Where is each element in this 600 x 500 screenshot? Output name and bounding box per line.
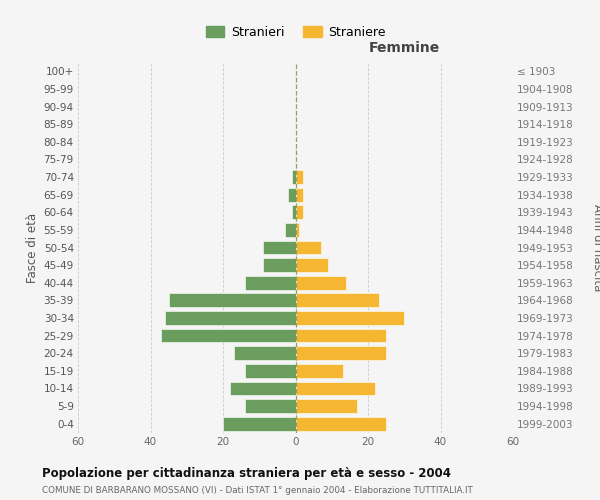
Bar bbox=[296, 206, 303, 219]
Bar bbox=[296, 311, 404, 325]
Bar bbox=[296, 399, 357, 413]
Bar bbox=[263, 258, 296, 272]
Bar bbox=[292, 170, 296, 184]
Bar bbox=[296, 382, 375, 396]
Bar bbox=[296, 276, 346, 289]
Bar bbox=[288, 188, 296, 202]
Bar bbox=[296, 240, 321, 254]
Y-axis label: Fasce di età: Fasce di età bbox=[26, 212, 40, 282]
Text: Femmine: Femmine bbox=[368, 41, 440, 55]
Bar bbox=[296, 223, 299, 237]
Bar bbox=[245, 399, 296, 413]
Bar bbox=[161, 328, 296, 342]
Bar bbox=[292, 206, 296, 219]
Bar bbox=[296, 346, 386, 360]
Bar bbox=[245, 276, 296, 289]
Bar bbox=[296, 188, 303, 202]
Bar bbox=[169, 294, 296, 307]
Bar bbox=[296, 328, 386, 342]
Bar bbox=[230, 382, 296, 396]
Text: COMUNE DI BARBARANO MOSSANO (VI) - Dati ISTAT 1° gennaio 2004 - Elaborazione TUT: COMUNE DI BARBARANO MOSSANO (VI) - Dati … bbox=[42, 486, 473, 495]
Bar bbox=[296, 417, 386, 430]
Bar bbox=[284, 223, 296, 237]
Bar bbox=[234, 346, 296, 360]
Y-axis label: Anni di nascita: Anni di nascita bbox=[590, 204, 600, 291]
Bar bbox=[296, 170, 303, 184]
Text: Popolazione per cittadinanza straniera per età e sesso - 2004: Popolazione per cittadinanza straniera p… bbox=[42, 468, 451, 480]
Bar bbox=[263, 240, 296, 254]
Legend: Stranieri, Straniere: Stranieri, Straniere bbox=[200, 20, 391, 44]
Bar bbox=[223, 417, 296, 430]
Bar bbox=[296, 364, 343, 378]
Bar bbox=[245, 364, 296, 378]
Bar bbox=[165, 311, 296, 325]
Bar bbox=[296, 258, 328, 272]
Bar bbox=[296, 294, 379, 307]
